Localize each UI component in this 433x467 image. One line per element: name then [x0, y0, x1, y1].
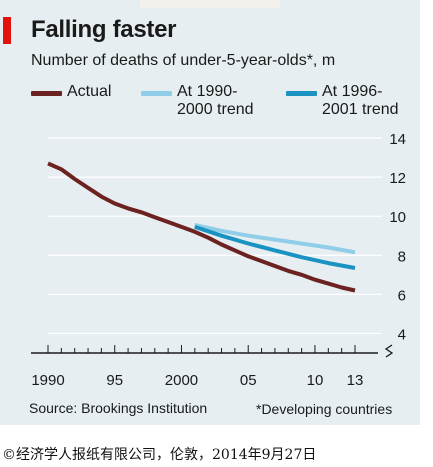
legend-label-actual: Actual [67, 83, 112, 100]
axis-break-icon [384, 344, 394, 358]
x-tick-label: 10 [307, 372, 324, 389]
x-tick-label: 2000 [165, 372, 198, 389]
y-tick-label: 10 [389, 209, 406, 226]
series-line-2 [194, 225, 356, 270]
series-line-0 [47, 161, 356, 293]
footnote: *Developing countries [256, 401, 393, 417]
tape-strip [140, 0, 280, 8]
legend-swatch-trend-1996-2001 [286, 91, 317, 96]
legend-label-trend-1990-2000: At 1990- 2000 trend [177, 83, 254, 118]
x-tick-label: 13 [347, 372, 364, 389]
x-tick-label: 05 [240, 372, 257, 389]
y-tick-label: 8 [398, 248, 406, 265]
brand-tab [3, 17, 11, 44]
chart-card: Falling faster Number of deaths of under… [0, 0, 420, 425]
x-tick-label: 95 [106, 372, 123, 389]
chart-subtitle: Number of deaths of under-5-year-olds*, … [31, 52, 336, 69]
legend-swatch-trend-1990-2000 [141, 91, 172, 96]
line-chart: 4 6 8 10 12 14 1990 95 2000 05 10 13 [31, 131, 406, 389]
y-tick-label: 12 [389, 170, 406, 187]
chart-title: Falling faster [31, 16, 177, 43]
x-tick-label: 1990 [31, 372, 64, 389]
y-tick-label: 4 [398, 326, 406, 343]
copyright-credit: ©经济学人报纸有限公司，伦敦，2014年9月27日 [2, 447, 317, 463]
legend-swatch-actual [31, 91, 62, 96]
y-tick-label: 6 [398, 287, 406, 304]
series-line-1 [194, 223, 356, 255]
y-tick-label: 14 [389, 131, 406, 148]
source-note: Source: Brookings Institution [29, 400, 208, 416]
legend-label-trend-1996-2001: At 1996- 2001 trend [322, 83, 399, 118]
